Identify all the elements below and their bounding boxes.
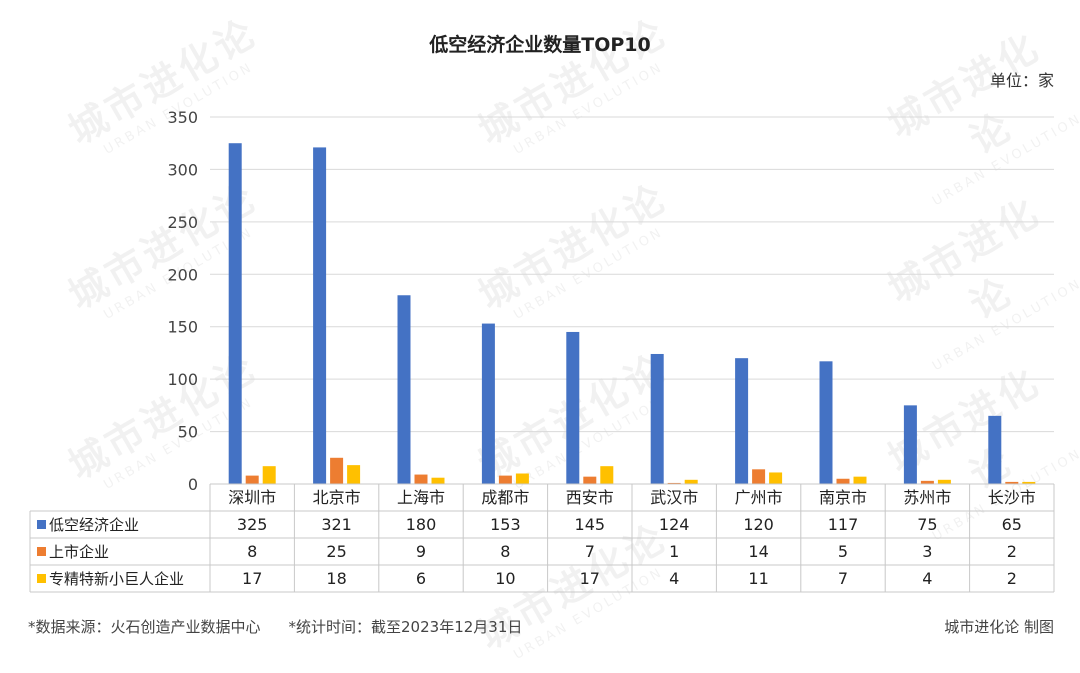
bar-low-altitude: [481, 323, 495, 484]
source-note: *数据来源：火石创造产业数据中心: [28, 618, 261, 636]
data-label: 321: [321, 515, 352, 534]
category-label: 广州市: [735, 488, 783, 507]
data-label: 17: [242, 569, 262, 588]
legend-label: 专精特新小巨人企业: [49, 570, 184, 588]
data-label: 11: [748, 569, 768, 588]
bar-little-giant: [431, 477, 445, 484]
data-label: 75: [917, 515, 937, 534]
bar-listed: [498, 475, 512, 484]
bar-chart: 0 50 100 150 200 250 300 350 深圳市 北京市 上海市 成都市 西安市 武汉市…: [29, 108, 1055, 593]
y-tick-label: 150: [167, 318, 198, 337]
data-label: 1: [669, 542, 679, 561]
legend-label: 上市企业: [49, 543, 109, 561]
data-label: 9: [416, 542, 426, 561]
data-label: 117: [828, 515, 859, 534]
data-label: 8: [247, 542, 257, 561]
bar-low-altitude: [313, 147, 327, 484]
bar-little-giant: [262, 466, 276, 484]
bar-little-giant: [684, 479, 698, 484]
bar-listed: [414, 474, 428, 484]
bar-low-altitude: [566, 331, 580, 484]
legend-swatch: [37, 574, 46, 583]
bar-low-altitude: [903, 405, 917, 484]
bar-little-giant: [600, 466, 614, 484]
data-label: 65: [1002, 515, 1022, 534]
legend-swatch: [37, 520, 46, 529]
bar-listed: [920, 480, 934, 484]
data-label: 5: [838, 542, 848, 561]
bar-little-giant: [347, 465, 361, 484]
gridlines: [210, 116, 1054, 433]
bars: [228, 143, 1036, 484]
data-label: 7: [838, 569, 848, 588]
category-label: 南京市: [819, 488, 867, 507]
category-label: 武汉市: [650, 488, 698, 507]
category-label: 深圳市: [228, 488, 276, 507]
legend-swatch: [37, 547, 46, 556]
unit-label: 单位：家: [989, 71, 1054, 90]
bar-listed: [330, 457, 344, 484]
bar-low-altitude: [650, 353, 664, 484]
y-tick-label: 250: [167, 213, 198, 232]
y-tick-label: 300: [167, 160, 198, 179]
data-label: 2: [1007, 542, 1017, 561]
bar-little-giant: [1022, 481, 1036, 484]
bar-little-giant: [515, 473, 529, 484]
data-label: 3: [922, 542, 932, 561]
bar-low-altitude: [735, 358, 749, 484]
y-tick-label: 200: [167, 265, 198, 284]
data-label: 120: [743, 515, 774, 534]
data-label: 6: [416, 569, 426, 588]
bar-listed: [752, 469, 766, 484]
data-label: 4: [922, 569, 932, 588]
category-label: 西安市: [566, 488, 614, 507]
data-label: 17: [580, 569, 600, 588]
data-label: 145: [575, 515, 606, 534]
data-label: 2: [1007, 569, 1017, 588]
y-tick-label: 350: [167, 108, 198, 127]
footer-notes: *数据来源：火石创造产业数据中心 *统计时间：截至2023年12月31日: [28, 616, 522, 637]
data-label: 4: [669, 569, 679, 588]
bar-listed: [836, 478, 850, 484]
y-tick-label: 0: [188, 475, 198, 494]
category-label: 苏州市: [903, 488, 951, 507]
bar-low-altitude: [988, 415, 1002, 484]
bar-listed: [667, 482, 681, 484]
legend-label: 低空经济企业: [49, 516, 139, 534]
y-tick-label: 50: [178, 423, 198, 442]
data-label: 10: [495, 569, 515, 588]
data-label: 180: [406, 515, 437, 534]
bar-listed: [1005, 481, 1019, 484]
bar-low-altitude: [397, 295, 411, 484]
data-label: 8: [500, 542, 510, 561]
bar-little-giant: [937, 479, 951, 484]
bar-listed: [583, 476, 597, 484]
data-label: 14: [748, 542, 768, 561]
chart-title: 低空经济企业数量TOP10: [429, 34, 651, 56]
data-label: 124: [659, 515, 690, 534]
bar-low-altitude: [819, 361, 833, 484]
bar-little-giant: [853, 476, 867, 484]
category-label: 成都市: [481, 488, 529, 507]
data-label: 153: [490, 515, 521, 534]
stat-time-note: *统计时间：截至2023年12月31日: [288, 618, 523, 636]
bar-listed: [245, 475, 259, 484]
category-label: 上海市: [397, 488, 445, 507]
bar-little-giant: [769, 472, 783, 484]
data-label: 25: [326, 542, 346, 561]
data-label: 18: [326, 569, 346, 588]
data-label: 7: [585, 542, 595, 561]
y-tick-label: 100: [167, 370, 198, 389]
data-label: 325: [237, 515, 268, 534]
category-label: 长沙市: [988, 488, 1036, 507]
y-axis-ticks: 0 50 100 150 200 250 300 350: [167, 108, 198, 494]
credit-note: 城市进化论 制图: [944, 618, 1054, 636]
category-label: 北京市: [313, 488, 361, 507]
bar-low-altitude: [228, 143, 242, 484]
